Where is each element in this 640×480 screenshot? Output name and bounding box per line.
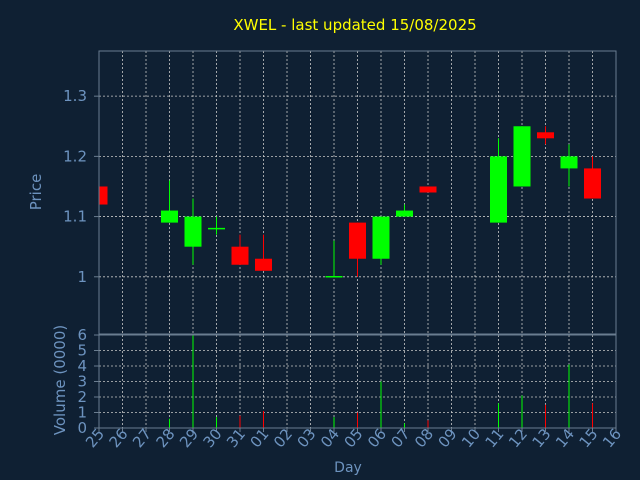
- x-tick-label: 10: [458, 425, 484, 451]
- x-tick-label: 01: [247, 425, 273, 451]
- price-tick-label: 1.2: [63, 147, 87, 165]
- candle-body: [161, 210, 178, 223]
- x-tick-label: 28: [153, 425, 179, 451]
- x-tick-label: 14: [552, 425, 578, 451]
- candle-body: [584, 168, 601, 199]
- price-plot-frame: [98, 50, 617, 335]
- candle-body: [99, 186, 108, 205]
- price-tick-label: 1: [77, 268, 87, 286]
- x-tick-label: 30: [200, 425, 226, 451]
- x-tick-label: 04: [317, 425, 343, 451]
- volume-tick-label: 1: [77, 404, 87, 422]
- x-tick-label: 31: [223, 425, 249, 451]
- candle-body: [255, 258, 272, 271]
- candle-body: [560, 156, 578, 169]
- x-axis-label: Day: [334, 460, 362, 476]
- x-tick-label: 29: [176, 425, 202, 451]
- volume-tick-label: 3: [77, 373, 87, 391]
- x-tick-label: 06: [364, 425, 390, 451]
- x-tick-label: 03: [294, 425, 320, 451]
- x-tick-label: 16: [599, 425, 625, 451]
- volume-tick-label: 0: [77, 419, 87, 437]
- candle-body: [537, 132, 554, 139]
- chart-title: XWEL - last updated 15/08/2025: [233, 16, 476, 34]
- candle-body: [419, 186, 437, 193]
- x-axis-ticks: 2526272829303101020304050607080910111213…: [82, 425, 625, 451]
- volume-tick-label: 4: [77, 357, 87, 375]
- volume-tick-label: 2: [77, 388, 87, 406]
- x-tick-label: 15: [576, 425, 602, 451]
- volume-axis-label: Volume (0000): [51, 325, 69, 435]
- x-tick-label: 27: [129, 425, 155, 451]
- x-tick-label: 08: [411, 425, 437, 451]
- x-tick-label: 26: [106, 425, 132, 451]
- candle-body: [184, 216, 202, 247]
- x-tick-label: 07: [388, 425, 414, 451]
- price-tick-label: 1.3: [63, 87, 87, 105]
- volume-tick-label: 6: [77, 326, 87, 344]
- candle-body: [396, 210, 413, 217]
- x-tick-label: 02: [270, 425, 296, 451]
- price-axis-label: Price: [27, 174, 45, 211]
- x-tick-label: 09: [435, 425, 461, 451]
- candle-body: [349, 222, 366, 259]
- candle-body: [231, 246, 249, 265]
- price-tick-label: 1.1: [63, 208, 87, 226]
- x-tick-label: 11: [482, 425, 508, 451]
- x-tick-label: 05: [341, 425, 367, 451]
- volume-tick-label: 5: [77, 342, 87, 360]
- candle-body: [513, 126, 531, 187]
- x-tick-label: 12: [505, 425, 531, 451]
- x-tick-label: 13: [529, 425, 555, 451]
- price-panel: 1 1.1 1.2 1.3: [63, 50, 617, 335]
- candle-body: [372, 216, 390, 259]
- candle-body: [490, 156, 507, 223]
